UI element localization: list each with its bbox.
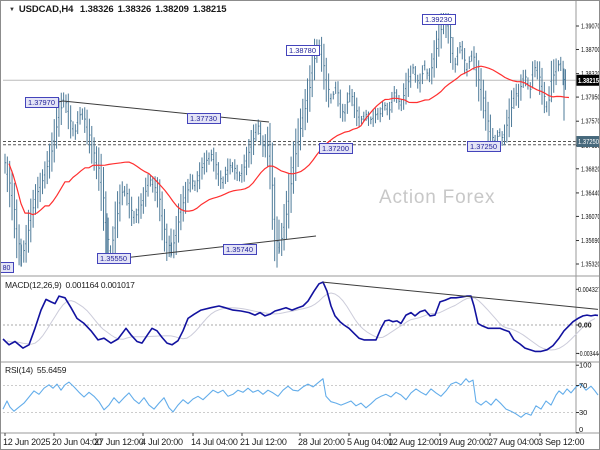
svg-text:1.37200: 1.37200	[322, 146, 349, 153]
time-axis-label: 4 Jul 20:00	[141, 437, 183, 447]
svg-text:1.37950: 1.37950	[581, 95, 600, 102]
quote-high: 1.38326	[117, 4, 152, 15]
macd-indicator-label: MACD(12,26,9) 0.001164 0.001017	[5, 280, 135, 290]
svg-text:30: 30	[579, 408, 587, 417]
svg-text:1.35740: 1.35740	[226, 247, 253, 254]
rsi-line	[2, 378, 599, 418]
time-axis-label: 20 Jun 04:00	[52, 437, 102, 447]
svg-text:100: 100	[579, 361, 592, 370]
svg-text:1.38215: 1.38215	[578, 78, 599, 85]
triangle-down-icon[interactable]: ▼	[9, 7, 15, 13]
svg-text:-0.003444: -0.003444	[578, 351, 600, 358]
svg-text:1.36070: 1.36070	[581, 214, 600, 221]
time-ticks	[4, 433, 541, 436]
time-axis-label: 27 Jun 12:00	[94, 437, 144, 447]
svg-text:1.38780: 1.38780	[289, 48, 316, 55]
action-forex-watermark: Action Forex	[379, 187, 496, 208]
quote-low: 1.38209	[155, 4, 189, 15]
price-axis[interactable]: 1.390701.387001.383201.379501.375701.371…	[576, 24, 600, 435]
time-axis-label: 28 Jul 20:00	[298, 437, 345, 447]
svg-text:0: 0	[579, 425, 583, 434]
rsi-value: 55.6459	[36, 365, 67, 375]
rsi-bands	[3, 385, 576, 414]
panel-borders	[1, 1, 599, 434]
rsi-indicator-label: RSI(14) 55.6459	[5, 365, 66, 375]
svg-text:1.37570: 1.37570	[581, 119, 600, 126]
svg-text:1.36440: 1.36440	[581, 190, 600, 197]
svg-text:1.37250: 1.37250	[470, 144, 497, 151]
time-axis-label: 19 Aug 20:00	[438, 437, 489, 447]
svg-text:1.38320: 1.38320	[581, 71, 600, 78]
svg-text:1.35320: 1.35320	[581, 262, 600, 269]
price-tags[interactable]: 1.37970 1.37730 1.38780 1.39230 1.37200 1.372…	[1, 14, 501, 273]
quote-open: 1.38326	[79, 4, 114, 15]
time-axis-label: 12 Jun 2025	[3, 437, 51, 447]
svg-text:70: 70	[579, 381, 587, 390]
macd-name: MACD(12,26,9)	[5, 280, 62, 290]
time-axis-label: 27 Aug 04:00	[488, 437, 539, 447]
symbol-label: USDCAD,H4	[18, 4, 74, 15]
svg-text:1.37250: 1.37250	[578, 139, 599, 146]
svg-text:1.39070: 1.39070	[581, 24, 600, 31]
macd-line	[2, 281, 599, 353]
svg-text:1.39230: 1.39230	[425, 17, 452, 24]
svg-text:1.35550: 1.35550	[100, 256, 127, 263]
ma-line	[8, 65, 570, 216]
macd-trendline[interactable]	[322, 281, 599, 310]
svg-text:1.37730: 1.37730	[190, 116, 217, 123]
candlestick-series	[4, 13, 566, 268]
time-axis-label: 3 Sep 12:00	[538, 437, 585, 447]
rsi-name: RSI(14)	[5, 365, 33, 375]
svg-text:1.36820: 1.36820	[581, 166, 600, 173]
chart-header: ▼ USDCAD,H4 1.38326 1.38326 1.38209 1.38215	[9, 4, 230, 15]
macd-values: 0.001164 0.001017	[65, 280, 135, 290]
time-axis-label: 14 Jul 04:00	[191, 437, 238, 447]
macd-signal-line	[6, 292, 596, 351]
svg-text:0.00: 0.00	[578, 323, 592, 330]
quote-close: 1.38215	[192, 4, 227, 15]
svg-text:1.38700: 1.38700	[581, 47, 600, 54]
time-axis-label: 12 Aug 12:00	[388, 437, 439, 447]
svg-text:80: 80	[3, 265, 11, 272]
svg-text:0.004327: 0.004327	[578, 287, 600, 294]
svg-text:1.37970: 1.37970	[28, 100, 55, 107]
time-axis-label: 5 Aug 04:00	[347, 437, 393, 447]
svg-text:1.35690: 1.35690	[581, 238, 600, 245]
time-axis-label: 21 Jul 12:00	[240, 437, 287, 447]
